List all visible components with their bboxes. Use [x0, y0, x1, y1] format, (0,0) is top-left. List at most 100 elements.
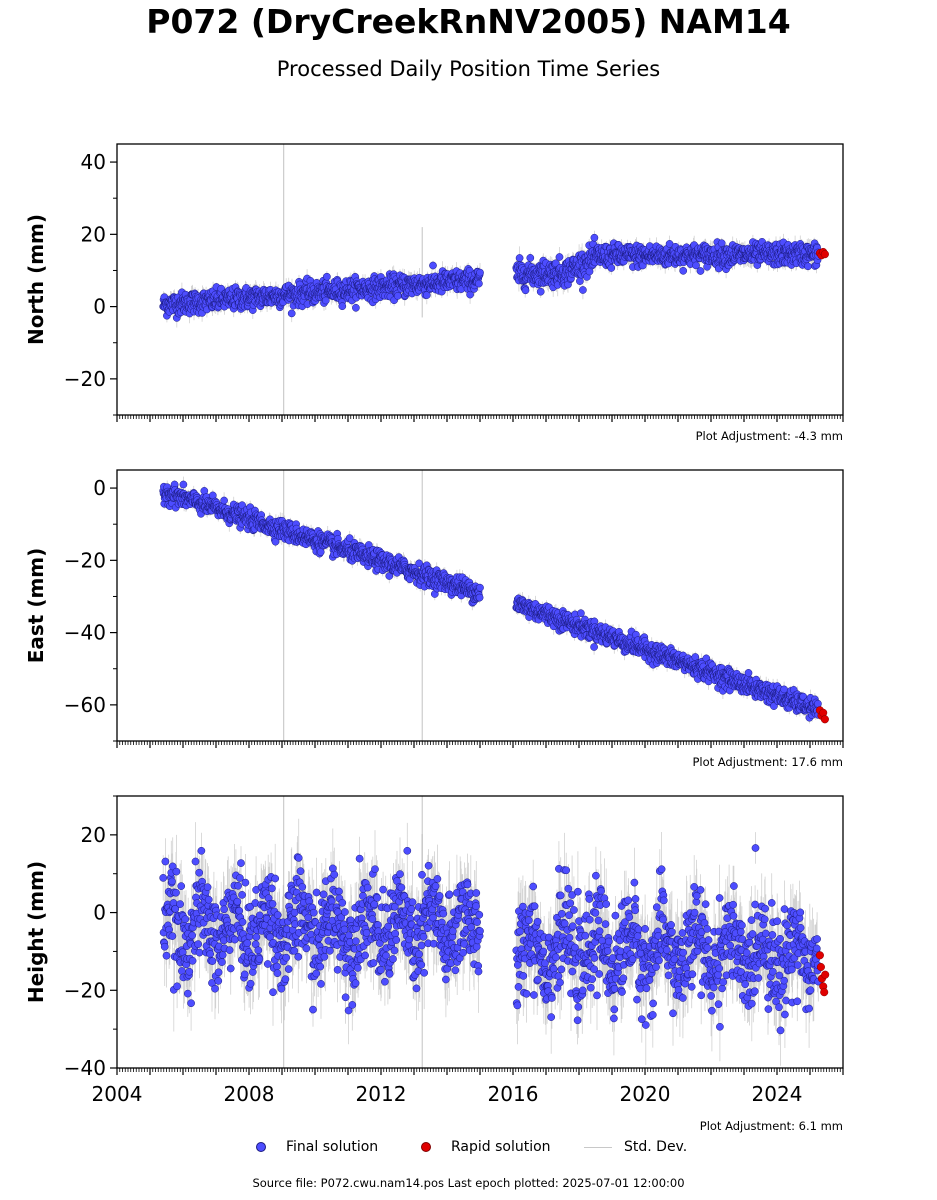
- final-point: [230, 935, 239, 944]
- final-point: [268, 900, 277, 908]
- height-data: [159, 796, 830, 1068]
- final-point: [353, 964, 362, 972]
- final-point: [379, 885, 387, 894]
- final-point: [338, 302, 347, 311]
- final-point: [519, 902, 527, 911]
- final-point: [541, 959, 549, 968]
- y-tick-label: −60: [64, 693, 106, 717]
- final-point: [162, 951, 171, 960]
- final-point: [160, 942, 169, 951]
- final-point: [277, 984, 286, 993]
- final-point: [373, 893, 382, 902]
- final-point: [323, 272, 331, 281]
- final-point: [382, 951, 390, 960]
- final-point: [218, 958, 226, 966]
- final-point: [191, 857, 200, 866]
- final-point: [814, 699, 822, 708]
- final-point: [392, 936, 401, 944]
- final-point: [246, 979, 255, 988]
- rapid-point: [820, 250, 829, 259]
- final-point: [287, 309, 296, 318]
- final-point: [319, 890, 328, 899]
- final-point: [696, 267, 705, 275]
- final-point: [172, 867, 181, 876]
- final-point: [312, 969, 321, 978]
- final-point: [564, 884, 573, 893]
- final-point: [341, 993, 350, 1002]
- final-point: [254, 946, 263, 955]
- final-point: [463, 880, 472, 889]
- y-tick-label: 20: [81, 222, 106, 246]
- final-point: [415, 559, 423, 568]
- final-point: [590, 233, 599, 242]
- final-point: [530, 991, 538, 999]
- final-point: [397, 883, 406, 892]
- final-point: [433, 875, 442, 883]
- north-plot: 40 20 0 −20 North (mm): [24, 143, 844, 422]
- final-point: [225, 946, 234, 954]
- final-point: [362, 928, 371, 937]
- final-point: [271, 874, 280, 883]
- final-point: [459, 948, 467, 957]
- final-point: [316, 548, 325, 556]
- final-point: [417, 960, 426, 969]
- final-point: [352, 303, 360, 312]
- final-point: [176, 900, 184, 908]
- final-point: [691, 653, 700, 661]
- final-point: [407, 905, 416, 913]
- final-point: [418, 870, 426, 879]
- final-point: [381, 977, 389, 986]
- time-series-plots: 40 20 0 −20 North (mm) 0 −20 −40 −60 East (mm) 200…: [24, 143, 844, 1106]
- final-point: [424, 861, 433, 870]
- final-point: [345, 534, 354, 542]
- final-point: [557, 909, 566, 918]
- final-point: [534, 975, 542, 984]
- final-point: [526, 254, 535, 262]
- final-point: [220, 496, 228, 505]
- final-point: [390, 946, 399, 955]
- final-point: [475, 910, 484, 919]
- final-point: [181, 915, 190, 924]
- final-point: [321, 296, 330, 305]
- east-plot: 0 −20 −40 −60 East (mm): [24, 469, 844, 748]
- final-point: [417, 941, 426, 950]
- final-point: [361, 951, 369, 960]
- final-point: [266, 933, 274, 941]
- final-point: [355, 854, 364, 863]
- final-point: [238, 918, 247, 926]
- final-point: [442, 975, 450, 984]
- final-point: [273, 911, 282, 919]
- final-point: [431, 882, 440, 890]
- final-point: [269, 988, 277, 997]
- final-point: [476, 927, 484, 935]
- final-point: [220, 905, 228, 914]
- final-point: [197, 846, 206, 855]
- final-point: [282, 953, 291, 962]
- final-point: [240, 970, 249, 979]
- final-point: [298, 883, 307, 891]
- final-point: [333, 965, 342, 974]
- final-point: [273, 969, 282, 978]
- final-point: [252, 933, 261, 941]
- page-title: P072 (DryCreekRnNV2005) NAM14: [146, 2, 791, 41]
- final-point: [243, 939, 252, 947]
- final-point: [556, 978, 564, 987]
- final-point: [391, 929, 400, 938]
- y-tick-label: 0: [93, 476, 106, 500]
- final-point: [590, 643, 598, 651]
- final-point: [335, 887, 343, 896]
- final-point: [281, 975, 290, 984]
- final-point: [206, 950, 215, 958]
- final-point: [236, 874, 244, 882]
- final-point: [562, 866, 571, 875]
- final-point: [574, 887, 582, 896]
- final-point: [188, 956, 197, 965]
- final-point: [294, 854, 303, 862]
- final-point: [309, 908, 318, 917]
- final-point: [341, 908, 349, 916]
- final-point: [536, 287, 545, 296]
- final-point: [435, 892, 444, 900]
- final-point: [570, 906, 578, 914]
- final-point: [204, 895, 213, 904]
- final-point: [284, 965, 293, 973]
